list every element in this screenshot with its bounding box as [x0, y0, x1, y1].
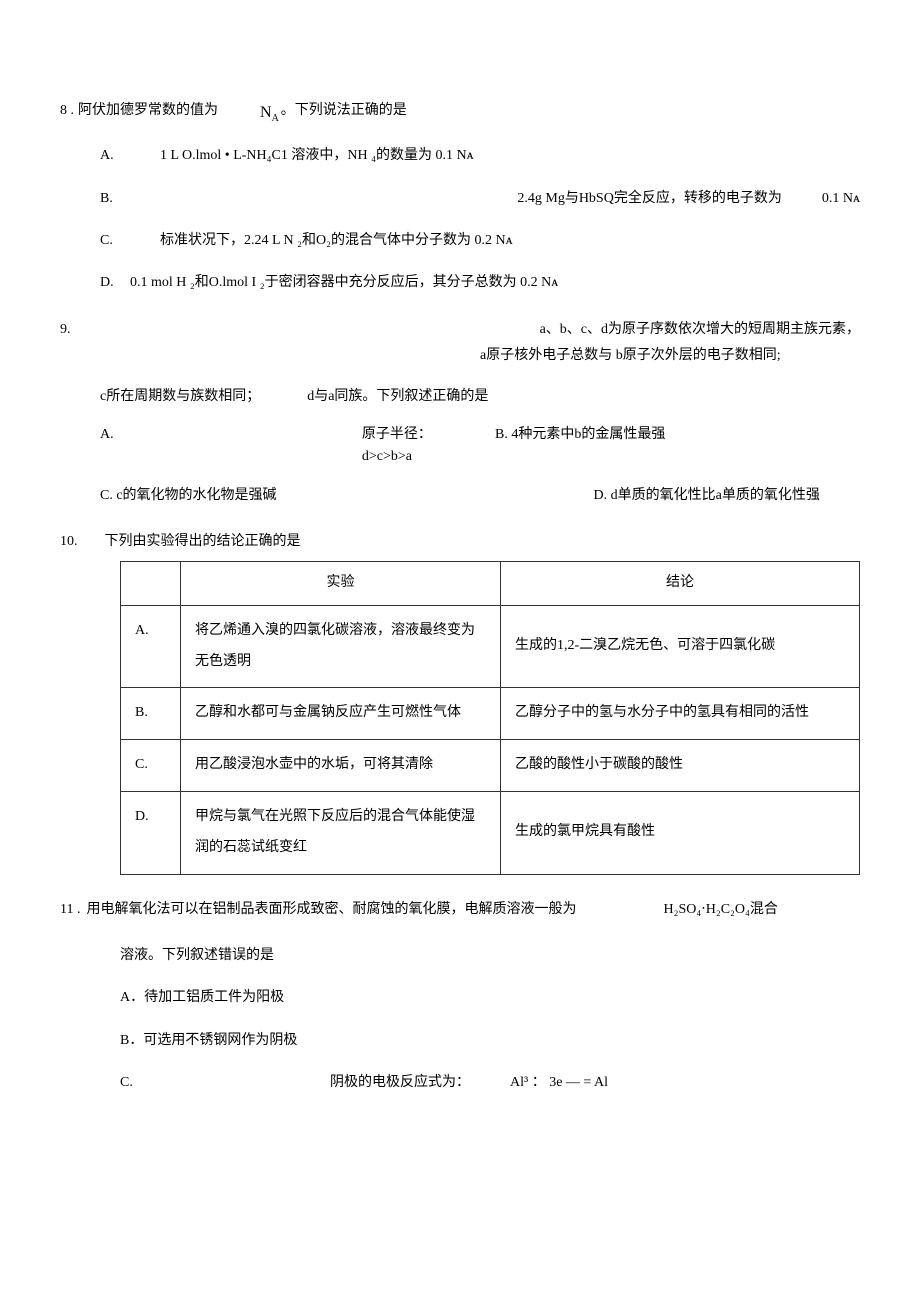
q9-opt-a-text: 原子半径：d>c>b>a	[362, 424, 465, 469]
q11-header: 11 . 用电解氧化法可以在铝制品表面形成致密、耐腐蚀的氧化膜，电解质溶液一般为…	[60, 899, 860, 921]
table-row: A. 将乙烯通入溴的四氯化碳溶液，溶液最终变为无色透明 生成的1,2-二溴乙烷无…	[121, 605, 860, 688]
q9-opt-b-text: B. 4种元素中b的金属性最强	[495, 427, 665, 442]
q8-options: A. 1 L O.lmol • L-NH₄C1 溶液中，NH ₄的数量为 0.1…	[60, 145, 860, 295]
table-header-res: 结论	[501, 562, 860, 605]
q11-line2: 溶液。下列叙述错误的是	[120, 945, 860, 967]
q11-number: 11 .	[60, 899, 80, 921]
q11-text-1: 用电解氧化法可以在铝制品表面形成致密、耐腐蚀的氧化膜，电解质溶液一般为 H₂SO…	[86, 899, 860, 921]
q10-text: 下列由实验得出的结论正确的是	[105, 534, 301, 549]
table-header-exp: 实验	[181, 562, 501, 605]
q11-opt-b: B．可选用不锈钢网作为阴极	[120, 1030, 860, 1052]
question-11: 11 . 用电解氧化法可以在铝制品表面形成致密、耐腐蚀的氧化膜，电解质溶液一般为…	[60, 899, 860, 1095]
q9-opt-d-text: D. d单质的氧化性比a单质的氧化性强	[594, 488, 820, 503]
q8-opt-b: B. 2.4g Mg与HbSQ完全反应，转移的电子数为 0.1 Nᴀ	[100, 188, 860, 210]
q9-opt-row-2: C. c的氧化物的水化物是强碱 D. d单质的氧化性比a单质的氧化性强	[100, 485, 860, 507]
q11-options: 溶液。下列叙述错误的是 A．待加工铝质工件为阳极 B．可选用不锈钢网作为阴极 C…	[60, 945, 860, 1095]
question-10: 10. 下列由实验得出的结论正确的是 实验 结论 A. 将乙烯通入溴的四氯化碳溶…	[60, 531, 860, 875]
question-8: 8 . 阿伏加德罗常数的值为 NA 。下列说法正确的是 A. 1 L O.lmo…	[60, 100, 860, 295]
q11-opt-c: C. 阴极的电极反应式为： Al³ ： 3e — = Al	[120, 1072, 860, 1094]
q11-opt-a: A．待加工铝质工件为阳极	[120, 987, 860, 1009]
q8-number: 8 .	[60, 100, 74, 122]
q9-number: 9.	[60, 319, 71, 341]
q9-opt-c-text: C. c的氧化物的水化物是强碱	[100, 485, 277, 507]
q8-opt-d: D. 0.1 mol H ₂和O.lmol I ₂于密闭容器中充分反应后，其分子…	[100, 272, 860, 294]
question-9: 9. a、b、c、d为原子序数依次增大的短周期主族元素， a原子核外电子总数与 …	[60, 319, 860, 507]
q9-text-2: a原子核外电子总数与 b原子次外层的电子数相同;	[60, 345, 860, 367]
q8-text-c: 。下列说法正确的是	[281, 100, 407, 122]
q10-table: 实验 结论 A. 将乙烯通入溴的四氯化碳溶液，溶液最终变为无色透明 生成的1,2…	[120, 561, 860, 874]
table-row: C. 用乙酸浸泡水壶中的水垢，可将其清除 乙酸的酸性小于碳酸的酸性	[121, 740, 860, 792]
q8-opt-c: C. 标准状况下，2.24 L N ₂和O₂的混合气体中分子数为 0.2 Nᴀ	[100, 230, 860, 252]
table-header-row: 实验 结论	[121, 562, 860, 605]
q10-number: 10.	[60, 534, 78, 549]
table-header-blank	[121, 562, 181, 605]
q9-options: A. 原子半径：d>c>b>a B. 4种元素中b的金属性最强 C. c的氧化物…	[60, 424, 860, 507]
q9-opt-row-1: A. 原子半径：d>c>b>a B. 4种元素中b的金属性最强	[100, 424, 860, 469]
table-row: D. 甲烷与氯气在光照下反应后的混合气体能使湿润的石蕊试纸变红 生成的氯甲烷具有…	[121, 792, 860, 875]
q9-text-3: c所在周期数与族数相同； d与a同族。下列叙述正确的是	[60, 386, 860, 408]
table-row: B. 乙醇和水都可与金属钠反应产生可燃性气体 乙醇分子中的氢与水分子中的氢具有相…	[121, 688, 860, 740]
q9-text-1: a、b、c、d为原子序数依次增大的短周期主族元素，	[540, 319, 860, 341]
q8-header: 8 . 阿伏加德罗常数的值为 NA 。下列说法正确的是	[60, 100, 860, 127]
q9-line1: 9. a、b、c、d为原子序数依次增大的短周期主族元素，	[60, 319, 860, 341]
q8-na-symbol: NA	[260, 100, 279, 127]
q10-header: 10. 下列由实验得出的结论正确的是	[60, 531, 860, 553]
q8-text-a: 阿伏加德罗常数的值为	[78, 100, 218, 122]
q8-opt-a: A. 1 L O.lmol • L-NH₄C1 溶液中，NH ₄的数量为 0.1…	[100, 145, 860, 167]
